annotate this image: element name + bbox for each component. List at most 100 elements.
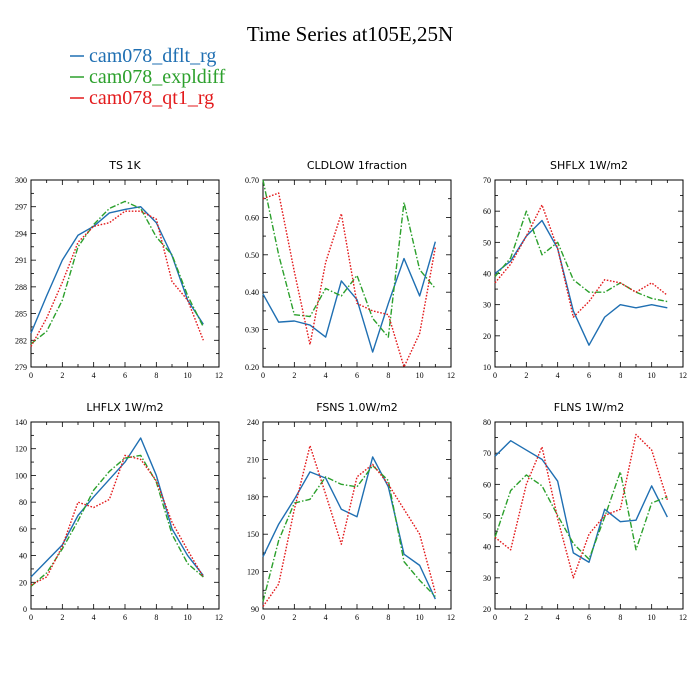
y-tick-label: 140 xyxy=(15,418,27,427)
plot-frame xyxy=(30,179,220,368)
series-line-cam078_qt1_rg xyxy=(494,433,668,579)
figure-title: Time Series at105E,25N xyxy=(247,22,453,46)
x-tick-label: 10 xyxy=(184,613,192,622)
x-tick-label: 10 xyxy=(648,371,656,380)
y-tick-label: 0.40 xyxy=(245,288,259,297)
x-tick-label: 6 xyxy=(587,613,591,622)
series-line-cam078_dflt_rg xyxy=(262,241,437,353)
x-tick-label: 12 xyxy=(447,371,455,380)
y-tick-label: 0.50 xyxy=(245,251,259,260)
y-tick-label: 40 xyxy=(483,543,491,552)
x-tick-label: 6 xyxy=(355,613,359,622)
legend-entry: cam078_qt1_rg xyxy=(70,87,214,109)
y-tick-label: 70 xyxy=(483,449,491,458)
y-tick-label: 0.60 xyxy=(245,213,259,222)
plot-frame xyxy=(494,179,684,368)
series-line-cam078_dflt_rg xyxy=(494,440,668,563)
y-tick-label: 297 xyxy=(15,203,27,212)
series-line-cam078_qt1_rg xyxy=(262,444,437,607)
legend-label: cam078_dflt_rg xyxy=(89,45,216,67)
x-tick-label: 12 xyxy=(679,371,687,380)
y-tick-label: 282 xyxy=(15,336,27,345)
chart-panels: TS 1K0 2 4 6 8 10 12279282285288291294297300CL… xyxy=(15,159,687,622)
y-tick-label: 60 xyxy=(19,525,27,534)
series-line-cam078_expldiff xyxy=(30,200,204,345)
x-tick-label: 8 xyxy=(618,613,622,622)
y-tick-label: 0 xyxy=(23,605,27,614)
x-tick-label: 0 xyxy=(493,613,497,622)
series-line-cam078_qt1_rg xyxy=(30,210,204,347)
chart-panel: SHFLX 1W/m2 0 2 4 6 8 10 12 10 20 30 40 50 60 70 xyxy=(483,159,687,380)
y-tick-label: 50 xyxy=(483,512,491,521)
y-tick-label: 294 xyxy=(15,229,27,238)
x-tick-label: 4 xyxy=(324,613,328,622)
series-line-cam078_dflt_rg xyxy=(494,219,668,346)
series-line-cam078_qt1_rg xyxy=(262,192,437,368)
panel-title: FSNS 1.0W/m2 xyxy=(316,401,398,414)
y-tick-label: 0.30 xyxy=(245,326,259,335)
x-tick-label: 4 xyxy=(556,613,560,622)
y-tick-label: 0.70 xyxy=(245,176,259,185)
panel-title: FLNS 1W/m2 xyxy=(554,401,624,414)
series-line-cam078_dflt_rg xyxy=(30,437,204,578)
y-tick-label: 10 xyxy=(483,363,491,372)
series-line-cam078_dflt_rg xyxy=(30,206,204,334)
panel-title: TS 1K xyxy=(108,159,141,172)
legend-entry: cam078_expldiff xyxy=(70,66,226,88)
x-tick-label: 8 xyxy=(154,371,158,380)
y-tick-label: 291 xyxy=(15,256,27,265)
y-tick-label: 30 xyxy=(483,574,491,583)
panel-title: CLDLOW 1fraction xyxy=(307,159,407,172)
x-tick-label: 6 xyxy=(123,613,127,622)
x-tick-label: 0 xyxy=(261,371,265,380)
panel-title: SHFLX 1W/m2 xyxy=(550,159,628,172)
x-tick-label: 0 xyxy=(29,371,33,380)
x-tick-label: 0 xyxy=(493,371,497,380)
y-tick-label: 279 xyxy=(15,363,27,372)
series-line-cam078_expldiff xyxy=(262,464,436,602)
series-line-cam078_expldiff xyxy=(494,471,668,560)
series-line-cam078_dflt_rg xyxy=(262,456,436,600)
y-tick-label: 120 xyxy=(247,568,259,577)
x-tick-label: 10 xyxy=(184,371,192,380)
y-tick-label: 70 xyxy=(483,176,491,185)
x-tick-label: 4 xyxy=(92,613,96,622)
x-tick-label: 8 xyxy=(618,371,622,380)
x-tick-label: 2 xyxy=(292,371,296,380)
y-tick-label: 20 xyxy=(19,578,27,587)
x-tick-label: 12 xyxy=(215,613,223,622)
x-tick-label: 8 xyxy=(386,613,390,622)
y-tick-label: 180 xyxy=(247,493,259,502)
series-line-cam078_qt1_rg xyxy=(30,454,204,586)
legend-entry: cam078_dflt_rg xyxy=(70,45,216,67)
plot-frame xyxy=(494,421,684,610)
y-tick-label: 120 xyxy=(15,445,27,454)
x-tick-label: 10 xyxy=(416,371,424,380)
x-tick-label: 12 xyxy=(679,613,687,622)
y-tick-label: 300 xyxy=(15,176,27,185)
x-tick-label: 10 xyxy=(648,613,656,622)
x-tick-label: 4 xyxy=(324,371,328,380)
x-tick-label: 4 xyxy=(556,371,560,380)
series-line-cam078_qt1_rg xyxy=(494,204,668,318)
chart-panel: CLDLOW 1fraction 0 2 4 6 8 10 12 0.20 0.30 0.40 0.5… xyxy=(245,159,455,380)
y-tick-label: 0.20 xyxy=(245,363,259,372)
x-tick-label: 6 xyxy=(355,371,359,380)
x-tick-label: 0 xyxy=(29,613,33,622)
y-tick-label: 40 xyxy=(483,270,491,279)
y-tick-label: 100 xyxy=(15,471,27,480)
x-tick-label: 4 xyxy=(92,371,96,380)
x-tick-label: 2 xyxy=(60,371,64,380)
legend-label: cam078_qt1_rg xyxy=(89,87,214,109)
plot-frame xyxy=(30,421,220,610)
y-tick-label: 288 xyxy=(15,283,27,292)
x-tick-label: 12 xyxy=(447,613,455,622)
y-tick-label: 285 xyxy=(15,310,27,319)
chart-panel: TS 1K 0 2 4 6 8 10 12 279 282 285 288 291 294 297 300 xyxy=(15,159,223,380)
legend: cam078_dflt_rgcam078_expldiffcam078_qt1_… xyxy=(70,45,226,109)
x-tick-label: 8 xyxy=(386,371,390,380)
x-tick-label: 6 xyxy=(123,371,127,380)
series-line-cam078_expldiff xyxy=(494,210,668,303)
x-tick-label: 2 xyxy=(292,613,296,622)
